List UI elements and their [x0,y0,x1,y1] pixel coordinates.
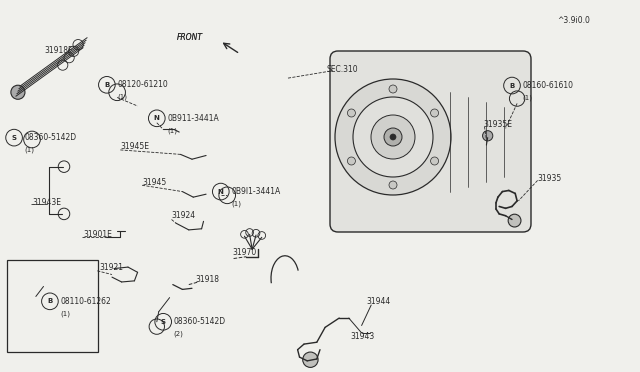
Text: 31945: 31945 [142,178,166,187]
Circle shape [389,181,397,189]
Circle shape [384,128,402,146]
Text: 31944: 31944 [366,297,390,306]
Text: (1): (1) [167,127,177,134]
Text: FRONT: FRONT [177,33,204,42]
FancyBboxPatch shape [330,51,531,232]
Text: 08360-5142D: 08360-5142D [24,133,77,142]
Text: 0B9I1-3441A: 0B9I1-3441A [231,187,280,196]
Text: 31901E: 31901E [83,230,112,239]
Text: (1): (1) [522,94,532,101]
Text: 08120-61210: 08120-61210 [117,80,168,89]
Text: B: B [104,82,109,88]
Text: (1): (1) [24,147,35,153]
Circle shape [371,115,415,159]
Text: 31943E: 31943E [32,198,61,207]
Circle shape [353,97,433,177]
Text: B: B [47,298,52,304]
Text: 08110-61262: 08110-61262 [60,297,111,306]
Text: 31970: 31970 [232,248,257,257]
Circle shape [389,85,397,93]
Circle shape [508,214,521,227]
Circle shape [483,131,493,141]
Text: N: N [218,189,224,195]
Text: 31924: 31924 [172,211,196,220]
Text: (2): (2) [173,331,184,337]
Circle shape [348,157,355,165]
Circle shape [303,352,318,368]
Text: SEC.310: SEC.310 [326,65,358,74]
Text: N: N [154,115,160,121]
Text: 08160-61610: 08160-61610 [522,81,573,90]
Text: 31918F: 31918F [45,46,73,55]
FancyBboxPatch shape [7,260,98,352]
Text: S: S [161,319,166,325]
Text: 31921: 31921 [99,263,123,272]
Text: (1): (1) [60,310,70,317]
Text: (1): (1) [231,201,241,207]
Circle shape [390,134,396,140]
Text: 31943: 31943 [351,332,375,341]
Circle shape [335,79,451,195]
Text: 31945E: 31945E [120,142,149,151]
Text: FRONT: FRONT [177,33,204,42]
Text: (1): (1) [117,94,127,100]
Text: 31935: 31935 [538,174,562,183]
Text: ^3.9i0.0: ^3.9i0.0 [557,16,589,25]
Circle shape [11,85,25,99]
Text: 0B911-3441A: 0B911-3441A [167,114,219,123]
Circle shape [348,109,355,117]
Text: 08360-5142D: 08360-5142D [173,317,226,326]
Text: 31918: 31918 [195,275,219,283]
Text: 31935E: 31935E [483,120,512,129]
Text: B: B [509,83,515,89]
Circle shape [431,109,438,117]
Text: S: S [12,135,17,141]
Circle shape [431,157,438,165]
